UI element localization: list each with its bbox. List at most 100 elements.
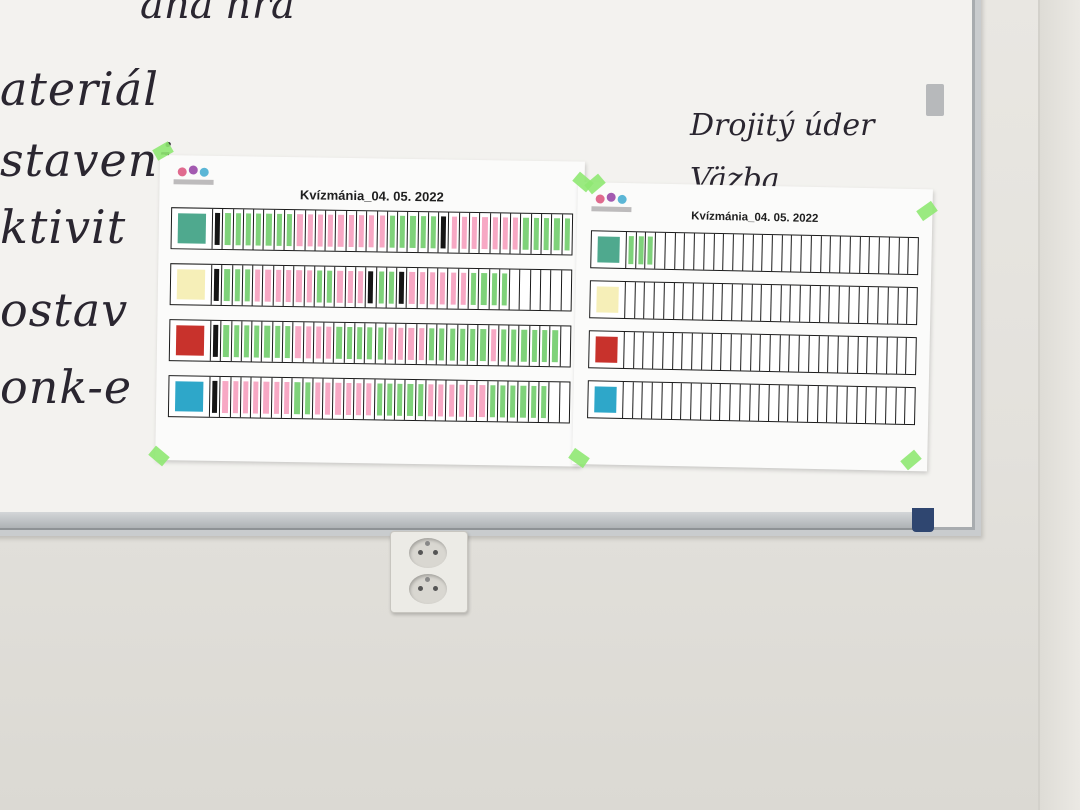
green-mark (316, 270, 323, 303)
score-cell (212, 208, 224, 249)
green-mark (253, 325, 260, 358)
score-cell (497, 381, 509, 422)
pink-mark (222, 381, 228, 414)
score-cell (312, 378, 324, 419)
score-cell (448, 212, 460, 253)
green-mark (531, 329, 538, 362)
pink-mark (337, 270, 343, 303)
green-mark (397, 383, 403, 416)
score-cell (539, 325, 551, 367)
green-mark (378, 271, 384, 304)
pink-mark (379, 215, 385, 248)
score-cell (221, 264, 233, 306)
score-cell (406, 267, 418, 309)
pink-mark (427, 384, 434, 417)
black-mark (440, 216, 447, 249)
score-cell (220, 376, 232, 418)
pink-mark (345, 382, 352, 416)
pink-mark (397, 327, 404, 360)
green-mark (326, 270, 333, 303)
pink-mark (418, 328, 425, 361)
score-cell (353, 379, 365, 420)
green-mark (459, 328, 466, 361)
score-cell (251, 377, 262, 418)
green-mark (243, 325, 250, 358)
green-mark (430, 216, 437, 249)
score-cell (322, 378, 334, 419)
score-cell (274, 209, 286, 250)
team-color-chip (595, 336, 618, 363)
score-cell (528, 381, 540, 422)
black-mark (214, 212, 221, 245)
score-cell (281, 377, 293, 419)
board-word-4: ostav (0, 283, 129, 337)
score-cell (230, 377, 242, 418)
score-cell (427, 268, 439, 309)
score-cell (479, 213, 491, 254)
pink-mark (275, 269, 282, 302)
board-word-5: onk-e (0, 360, 133, 414)
pink-mark (273, 381, 280, 414)
pink-mark (490, 329, 497, 362)
green-mark (367, 327, 373, 360)
team-color-chip (174, 381, 204, 412)
score-cell (261, 377, 273, 418)
score-cell (416, 324, 428, 365)
score-cell (395, 323, 407, 364)
score-cell (436, 324, 448, 365)
green-mark (520, 385, 527, 418)
black-mark (212, 324, 219, 357)
green-mark (233, 325, 240, 358)
score-cell (385, 323, 397, 364)
scoresheet-1-title: Kvízmánia_04. 05. 2022 (299, 187, 444, 205)
green-mark (420, 216, 426, 249)
score-cell (386, 267, 398, 308)
pink-mark (439, 272, 446, 305)
green-mark (409, 215, 416, 249)
team-color-chip (597, 236, 620, 263)
score-cell (323, 322, 335, 363)
green-mark (533, 217, 540, 250)
score-cell (426, 324, 438, 365)
score-cell (365, 267, 377, 308)
score-cell (490, 213, 502, 254)
pink-mark (254, 269, 261, 302)
score-cell (508, 325, 520, 366)
score-cell (364, 323, 376, 364)
green-mark (439, 328, 445, 361)
team-color-chip (596, 286, 619, 313)
pink-mark (471, 216, 478, 249)
pink-mark (305, 326, 312, 359)
score-cell (262, 321, 274, 362)
score-cell (407, 211, 419, 253)
pink-mark (317, 214, 324, 247)
green-mark (637, 235, 644, 265)
score-cell (364, 379, 376, 420)
pink-mark (458, 384, 465, 417)
pink-mark (461, 216, 468, 249)
score-cell (478, 325, 489, 366)
score-cell (294, 210, 306, 251)
score-cell (520, 213, 532, 254)
pink-mark (448, 384, 455, 417)
score-cell (240, 377, 252, 418)
pink-mark (285, 269, 292, 303)
score-cell (325, 210, 337, 251)
green-mark (304, 382, 311, 415)
pink-mark (357, 271, 364, 304)
score-cell (293, 266, 305, 307)
score-cell (282, 321, 294, 363)
score-cell (540, 270, 552, 311)
green-mark (386, 383, 393, 416)
score-cell (272, 321, 284, 362)
score-cell (562, 214, 572, 254)
green-mark (564, 218, 570, 251)
pink-mark (295, 326, 301, 359)
score-cell (456, 380, 468, 421)
score-cell (530, 269, 542, 310)
pink-mark (468, 384, 475, 417)
score-cell (436, 380, 447, 421)
green-mark (388, 271, 395, 304)
green-mark (266, 213, 272, 246)
pink-mark (265, 269, 271, 302)
